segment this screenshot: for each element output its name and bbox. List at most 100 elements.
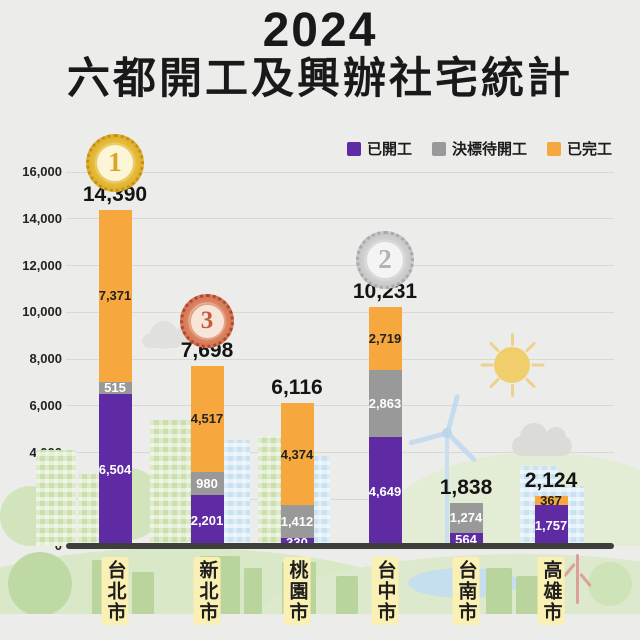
bar-segment-label: 6,504 <box>98 462 132 478</box>
bar-segment-label: 1,412 <box>280 514 314 530</box>
turbine-hub <box>442 428 452 438</box>
bar-total-label: 10,231 <box>352 279 418 303</box>
medal-rank-1: 1 <box>86 133 144 192</box>
cloud-icon <box>512 423 572 456</box>
bar-segment: 2,201 <box>190 494 224 546</box>
city-tag-label: 新北市 <box>196 559 218 623</box>
gridline <box>66 452 614 453</box>
bar-total-label: 6,116 <box>271 376 323 400</box>
page-subtitle: 六都開工及興辦社宅統計 <box>67 55 573 104</box>
bar-segment-label: 1,274 <box>449 510 483 526</box>
gridline <box>66 311 614 313</box>
background-scene <box>0 321 640 546</box>
city-tag: 台中市 <box>371 557 399 625</box>
y-axis-label: 10,000 <box>22 304 62 320</box>
bar-segment-label: 4,517 <box>190 411 224 427</box>
sun-ray <box>488 341 500 353</box>
bar-total-label: 14,390 <box>82 182 148 206</box>
gridline <box>66 358 614 360</box>
city-tag: 台北市 <box>101 557 129 625</box>
sun-ray <box>510 333 514 346</box>
legend-swatch <box>346 141 361 156</box>
bar-segment-label: 2,201 <box>190 512 224 528</box>
legend-item: 已完工 <box>546 138 612 159</box>
city-tag: 台南市 <box>452 557 480 625</box>
bar-segment: 4,374 <box>280 403 314 506</box>
bar-segment-label: 1,757 <box>534 517 568 533</box>
bar-segment: 6,504 <box>98 393 132 546</box>
bar-total-label: 1,838 <box>439 476 493 500</box>
city-tag-label: 台北市 <box>104 559 126 623</box>
bar-total-label: 2,124 <box>524 469 578 493</box>
y-axis-label: 12,000 <box>22 257 62 273</box>
legend-swatch <box>546 141 561 156</box>
sun-icon <box>476 329 548 401</box>
y-axis-label: 8,000 <box>29 351 62 366</box>
legend-item: 決標待開工 <box>431 138 527 159</box>
sun-core <box>494 347 530 383</box>
legend-label: 已完工 <box>566 141 612 158</box>
bar-segment-label: 2,719 <box>368 331 402 347</box>
city-tag: 新北市 <box>193 557 221 625</box>
medal-number: 2 <box>365 239 405 280</box>
bar-segment: 515 <box>98 380 132 396</box>
sun-ray <box>524 341 536 353</box>
bar-segment-label: 980 <box>196 475 218 491</box>
blue-building <box>224 440 250 546</box>
bar-segment-label: 4,374 <box>280 446 314 462</box>
city-tag: 桃園市 <box>283 557 311 625</box>
tree <box>8 552 72 614</box>
y-axis-label: 16,000 <box>22 164 62 179</box>
green-building <box>132 572 154 614</box>
bar-segment: 2,863 <box>368 370 402 438</box>
gridline <box>66 171 614 173</box>
tree <box>588 562 632 606</box>
green-building <box>150 420 194 546</box>
gridline <box>66 498 614 500</box>
green-building <box>336 576 358 614</box>
city-tag-label: 台中市 <box>374 559 396 623</box>
x-axis-baseline <box>66 543 614 549</box>
hill-shape <box>370 452 640 546</box>
bar-segment-label: 7,371 <box>98 288 132 304</box>
legend-item: 已開工 <box>346 138 412 159</box>
medal-rank-2: 2 <box>356 230 414 289</box>
bar-segment: 1,274 <box>449 503 483 533</box>
sapling-icon <box>576 554 579 604</box>
bar-segment: 7,371 <box>98 209 132 382</box>
y-axis-label: 14,000 <box>22 210 62 226</box>
sun-ray <box>531 363 544 367</box>
legend-label: 決標待開工 <box>451 141 527 158</box>
bar-segment: 4,517 <box>190 366 224 472</box>
bar-segment-label: 367 <box>540 493 562 509</box>
bar-segment-label: 4,649 <box>368 484 402 500</box>
medal-number: 1 <box>95 142 135 183</box>
gridline <box>66 405 614 407</box>
green-building <box>486 568 512 614</box>
medal-rank-3: 3 <box>180 294 234 349</box>
gridline <box>66 218 614 220</box>
cloud-icon <box>142 321 196 349</box>
sun-ray <box>524 377 536 389</box>
wind-turbine-icon <box>445 434 449 546</box>
bar-segment-label: 2,863 <box>368 396 402 412</box>
bar-segment-label: 515 <box>104 380 126 396</box>
green-building <box>244 568 262 614</box>
legend-swatch <box>431 141 446 156</box>
header: 2024 六都開工及興辦社宅統計 <box>0 5 640 104</box>
city-tag-label: 台南市 <box>455 559 477 623</box>
bar-segment: 367 <box>534 493 568 509</box>
legend: 已開工 決標待開工 已完工 <box>346 138 612 159</box>
green-building <box>516 576 540 614</box>
bar-segment: 4,649 <box>368 437 402 546</box>
sun-ray <box>488 377 500 389</box>
green-building <box>36 450 76 546</box>
sun-ray <box>480 363 493 367</box>
bar-segment: 980 <box>190 471 224 495</box>
city-tag: 高雄市 <box>537 557 565 625</box>
bar-segment: 1,757 <box>534 504 568 546</box>
city-tag-label: 桃園市 <box>286 559 308 623</box>
legend-label: 已開工 <box>366 141 412 158</box>
y-axis-label: 6,000 <box>29 397 62 413</box>
